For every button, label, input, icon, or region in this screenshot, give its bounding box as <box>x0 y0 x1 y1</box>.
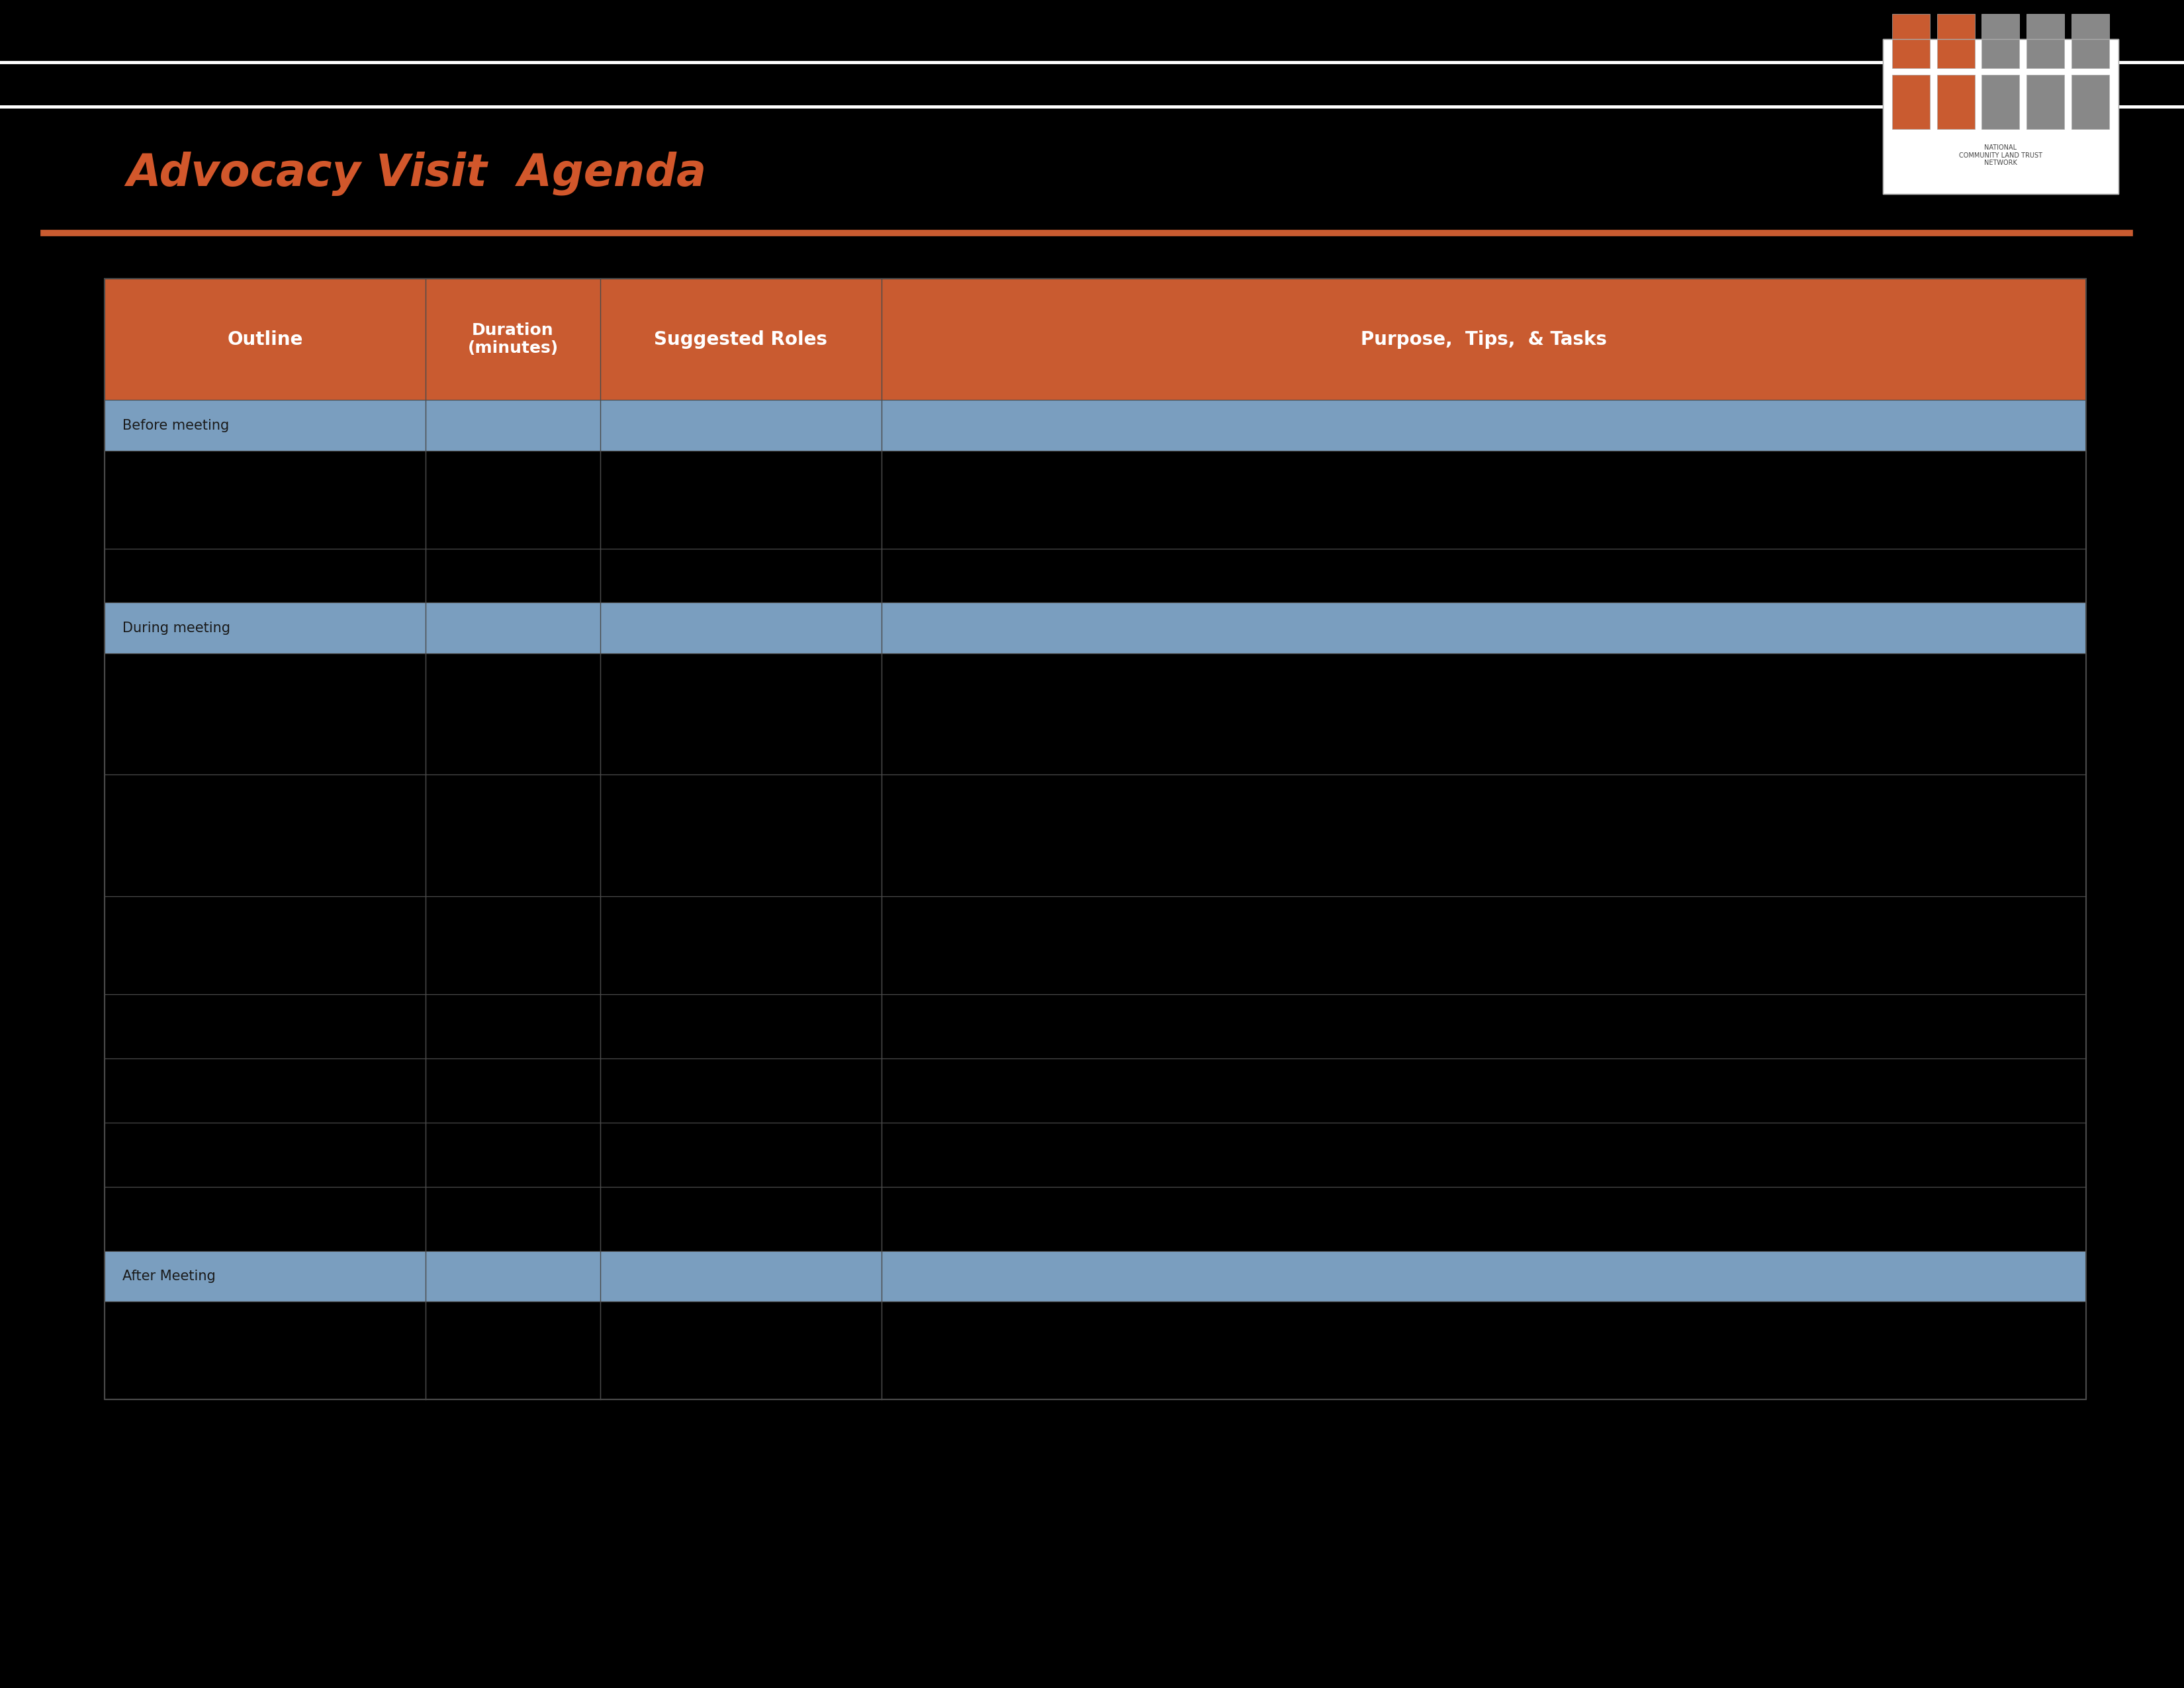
Bar <box>426 896 601 994</box>
Bar <box>601 1058 882 1123</box>
Bar <box>0 118 2184 240</box>
Bar <box>1981 74 2020 128</box>
Bar <box>1937 14 1974 68</box>
Bar <box>1981 14 2020 68</box>
Bar <box>2027 14 2064 68</box>
Bar <box>105 1058 426 1123</box>
Bar <box>882 653 2086 775</box>
Bar <box>601 1301 882 1399</box>
Bar <box>601 549 882 603</box>
Text: NATIONAL
COMMUNITY LAND TRUST
NETWORK: NATIONAL COMMUNITY LAND TRUST NETWORK <box>1959 143 2042 167</box>
Bar <box>105 775 426 896</box>
Bar <box>426 1187 601 1251</box>
Bar <box>1891 14 1931 68</box>
Bar <box>882 1187 2086 1251</box>
Bar <box>105 549 426 603</box>
Bar <box>882 775 2086 896</box>
Bar <box>601 775 882 896</box>
Bar <box>105 603 2086 653</box>
Bar <box>426 1301 601 1399</box>
Bar <box>1883 39 2118 194</box>
Bar <box>426 1123 601 1187</box>
Bar <box>105 1301 426 1399</box>
Bar <box>601 896 882 994</box>
Bar <box>882 451 2086 549</box>
Bar <box>601 451 882 549</box>
Bar <box>105 451 426 549</box>
Bar <box>2070 74 2110 128</box>
Text: After Meeting: After Meeting <box>122 1269 216 1283</box>
Bar <box>882 549 2086 603</box>
Bar <box>105 1123 426 1187</box>
Bar <box>1891 74 1931 128</box>
Bar <box>601 994 882 1058</box>
Bar <box>105 896 426 994</box>
Bar <box>426 549 601 603</box>
Bar <box>882 994 2086 1058</box>
Bar <box>105 994 426 1058</box>
Bar <box>105 653 426 775</box>
Text: Suggested Roles: Suggested Roles <box>653 331 828 348</box>
Bar <box>105 1187 426 1251</box>
Bar <box>105 279 2086 1399</box>
Bar <box>105 1251 2086 1301</box>
Text: Before meeting: Before meeting <box>122 419 229 432</box>
Text: Advocacy Visit  Agenda: Advocacy Visit Agenda <box>127 152 705 196</box>
Bar <box>2027 74 2064 128</box>
Text: Duration
(minutes): Duration (minutes) <box>467 322 559 356</box>
Bar <box>601 1123 882 1187</box>
Bar <box>426 1058 601 1123</box>
Bar <box>105 279 2086 1399</box>
Bar <box>105 400 2086 451</box>
Bar <box>601 1187 882 1251</box>
Text: Purpose,  Tips,  & Tasks: Purpose, Tips, & Tasks <box>1361 331 1607 348</box>
Bar <box>426 451 601 549</box>
Bar <box>426 653 601 775</box>
Bar <box>1883 39 2118 194</box>
Bar <box>882 1058 2086 1123</box>
Bar <box>0 62 2184 106</box>
Bar <box>2070 14 2110 68</box>
Bar <box>1937 74 1974 128</box>
Bar <box>882 896 2086 994</box>
Bar <box>601 653 882 775</box>
Bar <box>882 1301 2086 1399</box>
Text: Outline: Outline <box>227 331 304 348</box>
Bar <box>882 1123 2086 1187</box>
Bar <box>426 775 601 896</box>
Text: During meeting: During meeting <box>122 621 229 635</box>
Bar <box>426 994 601 1058</box>
Bar <box>105 279 2086 400</box>
